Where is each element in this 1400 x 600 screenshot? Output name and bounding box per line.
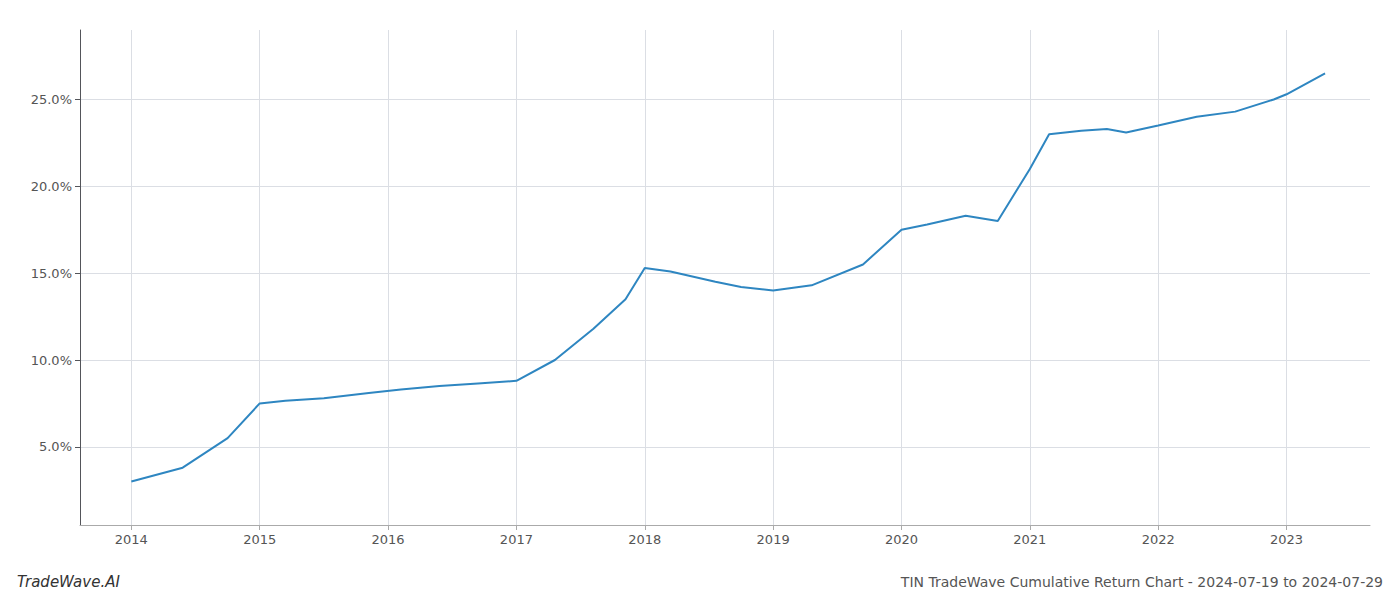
svg-text:5.0%: 5.0%: [39, 439, 72, 454]
svg-text:2016: 2016: [372, 532, 405, 547]
svg-text:2018: 2018: [628, 532, 661, 547]
svg-text:10.0%: 10.0%: [31, 353, 72, 368]
svg-text:TradeWave.AI: TradeWave.AI: [17, 573, 120, 591]
svg-text:2023: 2023: [1270, 532, 1303, 547]
svg-text:15.0%: 15.0%: [31, 266, 72, 281]
svg-text:2021: 2021: [1013, 532, 1046, 547]
svg-text:25.0%: 25.0%: [31, 92, 72, 107]
svg-text:2019: 2019: [757, 532, 790, 547]
svg-text:20.0%: 20.0%: [31, 179, 72, 194]
svg-text:2015: 2015: [243, 532, 276, 547]
svg-text:2017: 2017: [500, 532, 533, 547]
svg-text:TIN TradeWave Cumulative Retur: TIN TradeWave Cumulative Return Chart - …: [900, 574, 1383, 590]
svg-text:2022: 2022: [1142, 532, 1175, 547]
svg-text:2020: 2020: [885, 532, 918, 547]
svg-text:2014: 2014: [115, 532, 148, 547]
